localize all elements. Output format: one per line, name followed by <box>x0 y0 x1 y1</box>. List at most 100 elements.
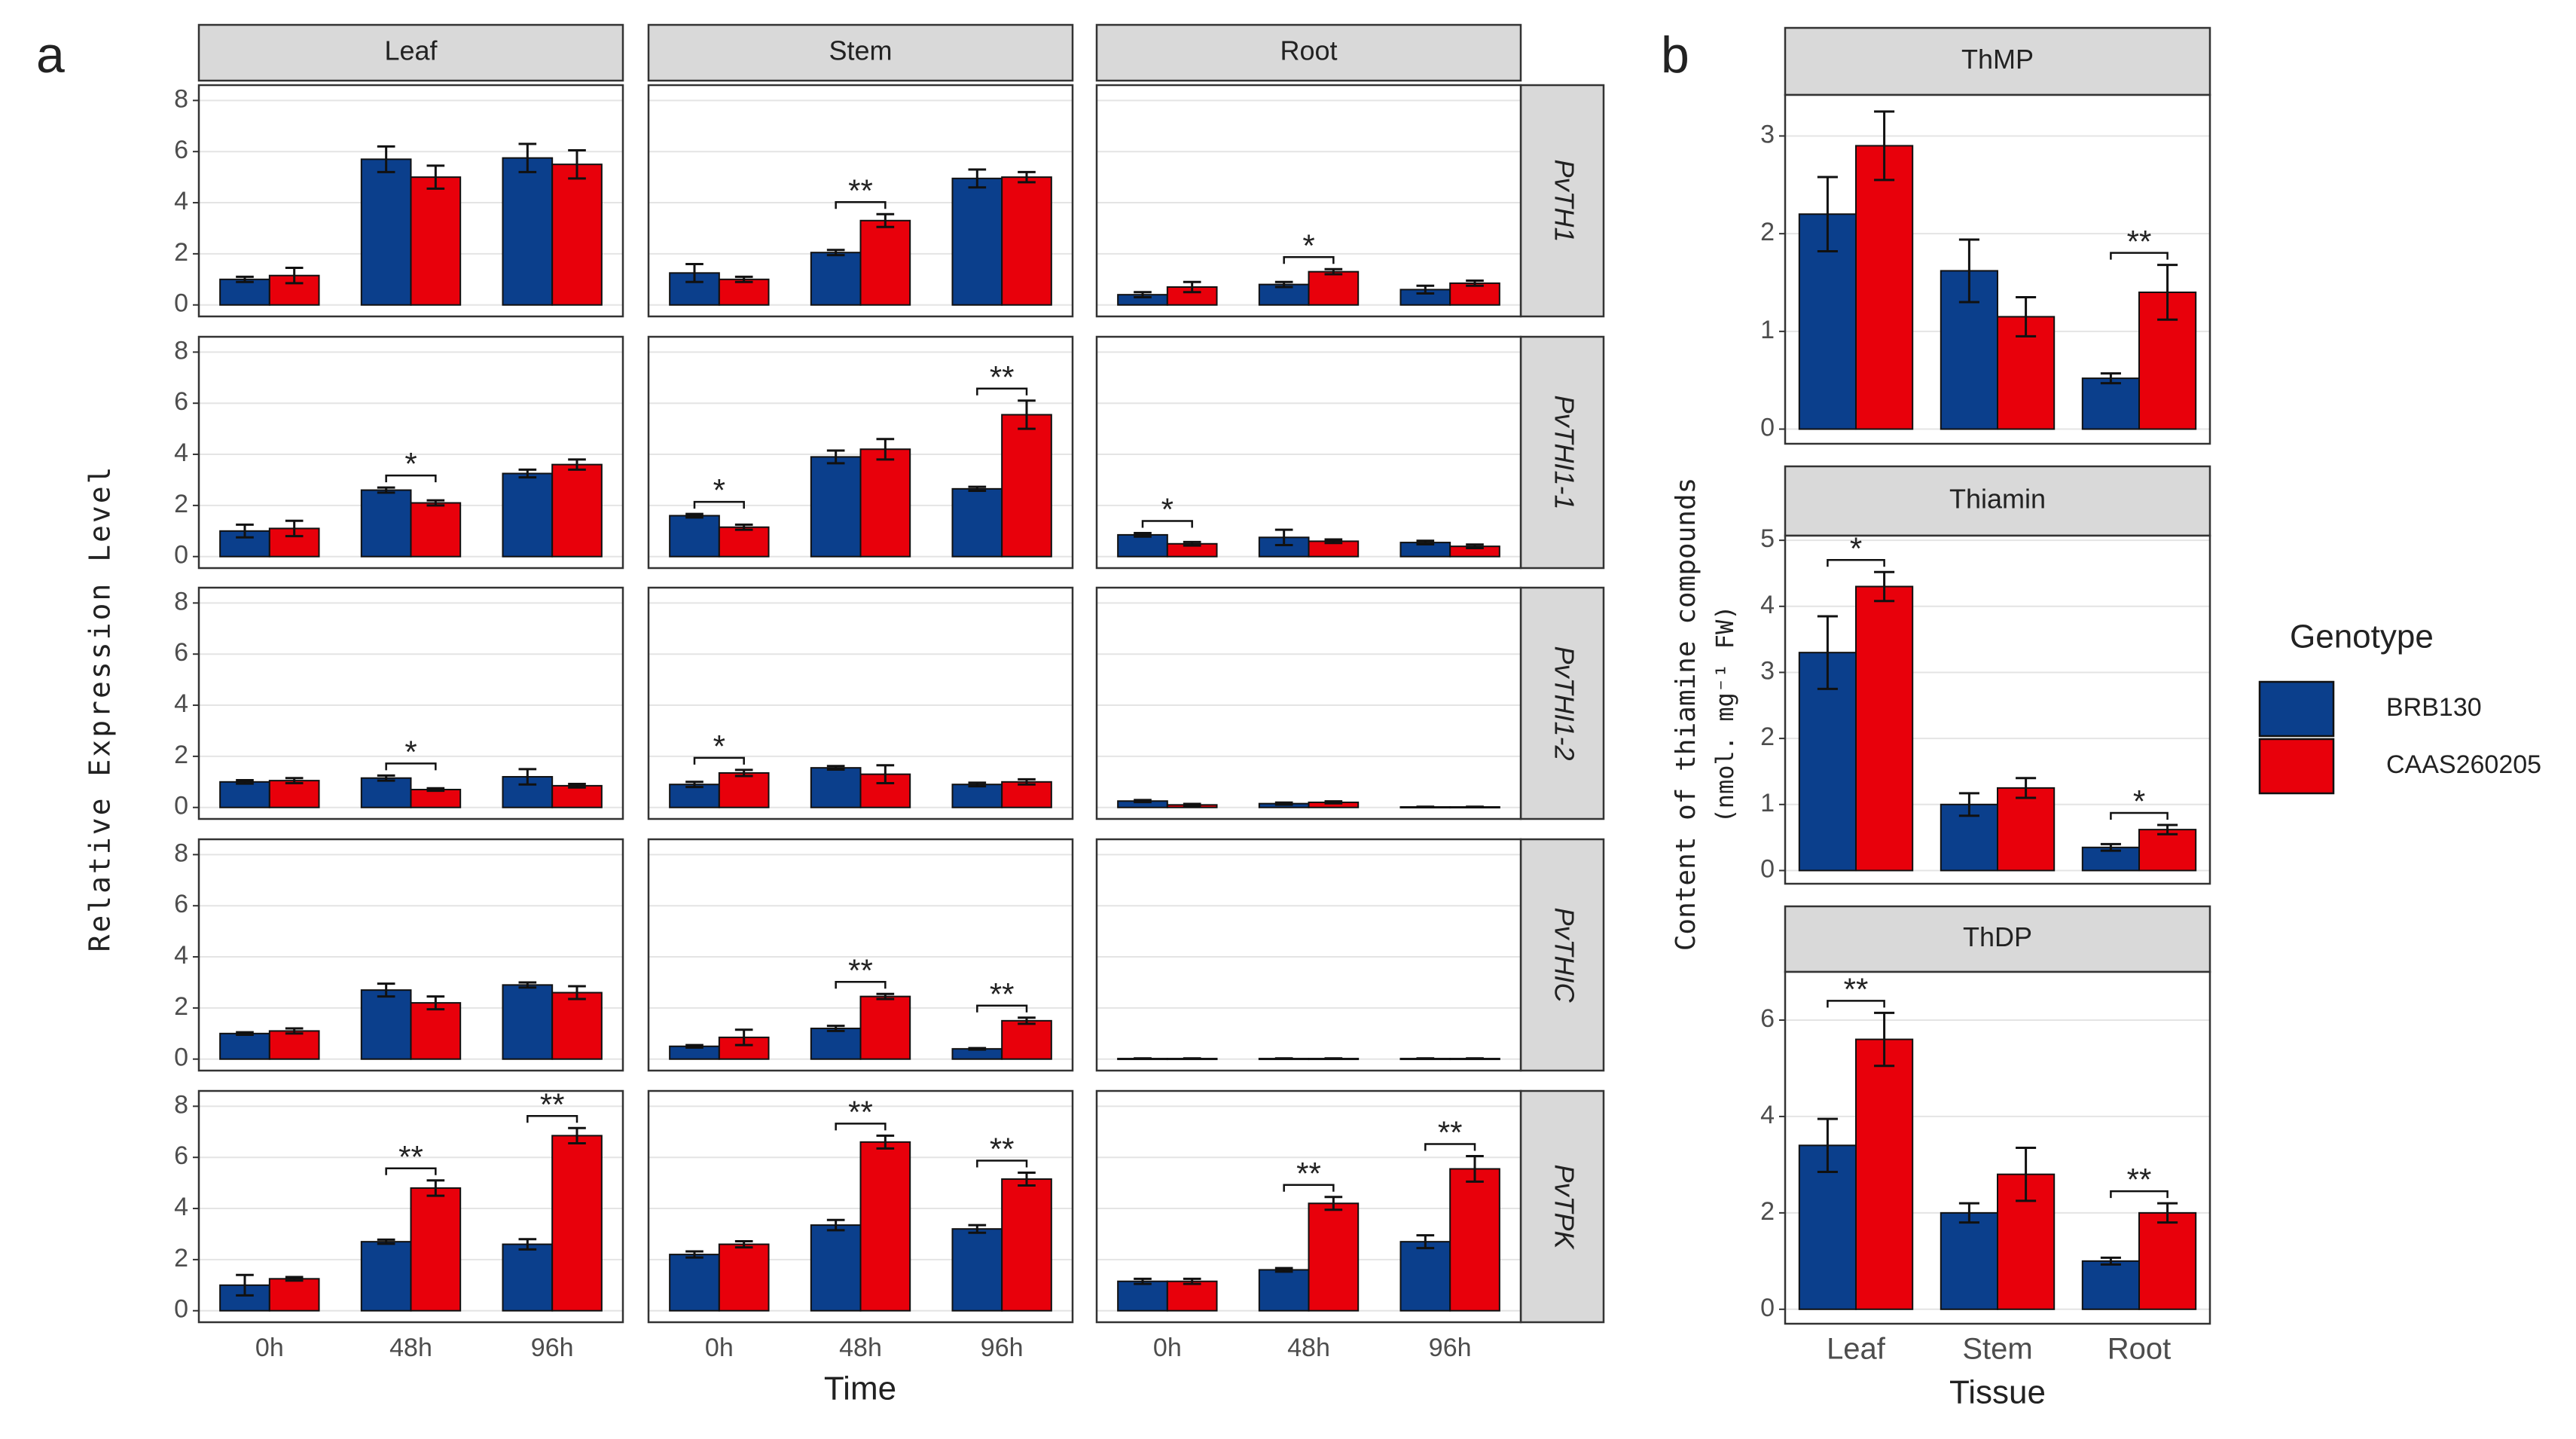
error-bar <box>2157 1202 2178 1224</box>
bar <box>810 252 862 306</box>
significance-bracket <box>1283 255 1335 264</box>
panel-border <box>647 84 1074 318</box>
error-bar <box>968 168 987 189</box>
panel-border <box>647 1089 1074 1324</box>
y-tick-label: 0 <box>1760 1294 1775 1322</box>
significance-bracket <box>1424 1143 1476 1151</box>
significance-label: ** <box>540 1086 565 1122</box>
error-bar <box>876 438 895 461</box>
bar <box>810 767 862 808</box>
error-bar <box>568 783 586 789</box>
error-bar <box>1874 110 1895 182</box>
error-bar <box>377 486 395 494</box>
y-tick-label: 6 <box>174 136 188 164</box>
y-tick-label: 0 <box>1760 414 1775 442</box>
bar <box>219 781 270 808</box>
bar <box>951 177 1003 306</box>
error-bar <box>1324 538 1343 545</box>
error-bar <box>518 981 537 989</box>
error-bar <box>2157 264 2178 321</box>
bar <box>1001 1019 1052 1060</box>
x-tick-label: 48h <box>1287 1334 1330 1362</box>
bar <box>1399 1241 1451 1312</box>
bar <box>360 777 412 808</box>
error-bar <box>1958 792 1979 817</box>
significance-label: * <box>1161 492 1174 527</box>
panel-border <box>1095 84 1522 318</box>
significance-bracket <box>693 500 745 509</box>
y-tick-label: 0 <box>174 541 188 570</box>
bar <box>1855 145 1914 430</box>
error-bar <box>568 458 586 471</box>
bar <box>718 771 770 808</box>
error-bar <box>685 781 704 789</box>
bar <box>951 784 1003 808</box>
bar <box>360 489 412 558</box>
error-bar <box>1416 284 1435 295</box>
bar <box>810 1224 862 1312</box>
significance-label: ** <box>398 1139 423 1175</box>
error-bar <box>968 1224 987 1234</box>
error-bar <box>377 145 395 173</box>
x-axis-title: Tissue <box>1949 1374 2046 1411</box>
panel-border <box>197 586 624 820</box>
panel-border <box>1784 534 2211 885</box>
y-axis-title: Content of thiamine compounds <box>1671 478 1702 952</box>
error-bar <box>2100 1256 2121 1266</box>
significance-bracket <box>976 1159 1028 1168</box>
y-tick-label: 8 <box>174 839 188 867</box>
y-tick-label: 2 <box>174 741 188 769</box>
bar <box>551 1135 603 1312</box>
y-tick-label: 4 <box>174 941 188 970</box>
panel-border <box>197 838 624 1072</box>
strip <box>1519 838 1605 1072</box>
error-bar <box>876 1134 895 1150</box>
y-axis-title: Relative Expression Level <box>84 465 117 952</box>
bar <box>810 1028 862 1060</box>
y-tick-label: 8 <box>174 336 188 365</box>
bar <box>219 1032 270 1060</box>
error-bar <box>377 982 395 998</box>
bar <box>1001 414 1052 558</box>
significance-bracket <box>526 1114 578 1123</box>
bar <box>410 788 462 808</box>
error-bar <box>285 777 304 785</box>
error-bar <box>518 468 537 479</box>
error-bar <box>1134 1277 1152 1285</box>
error-bar <box>518 142 537 173</box>
error-bar <box>285 267 304 285</box>
error-bar <box>2016 777 2037 799</box>
bar <box>502 1243 554 1312</box>
error-bar <box>734 1028 753 1046</box>
bar <box>1855 1038 1914 1310</box>
bar <box>1798 213 1857 430</box>
y-tick-label: 8 <box>174 84 188 113</box>
error-bar <box>734 523 753 531</box>
x-tick-label: 96h <box>981 1334 1024 1362</box>
bar <box>1308 1202 1360 1312</box>
bar <box>1258 1269 1310 1312</box>
bar <box>268 1030 320 1060</box>
bar <box>951 1228 1003 1312</box>
error-bar <box>1274 1266 1293 1273</box>
error-bar <box>1466 280 1484 287</box>
panel-border <box>1095 586 1522 820</box>
error-bar <box>2100 842 2121 852</box>
y-tick-label: 0 <box>174 1043 188 1072</box>
error-bar <box>734 275 753 283</box>
bar <box>410 176 462 306</box>
bar <box>2138 1211 2197 1310</box>
error-bar <box>1274 280 1293 289</box>
y-tick-label: 0 <box>174 289 188 318</box>
error-bar <box>1018 170 1036 184</box>
bar <box>718 1243 770 1312</box>
error-bar <box>2016 295 2037 338</box>
error-bar <box>1324 800 1343 805</box>
strip <box>1519 335 1605 570</box>
error-bar <box>685 262 704 283</box>
significance-label: ** <box>1844 971 1869 1007</box>
x-tick-label: 48h <box>389 1334 432 1362</box>
error-bar <box>2016 1147 2037 1202</box>
bar <box>502 984 554 1060</box>
y-tick-label: 2 <box>1760 723 1775 751</box>
